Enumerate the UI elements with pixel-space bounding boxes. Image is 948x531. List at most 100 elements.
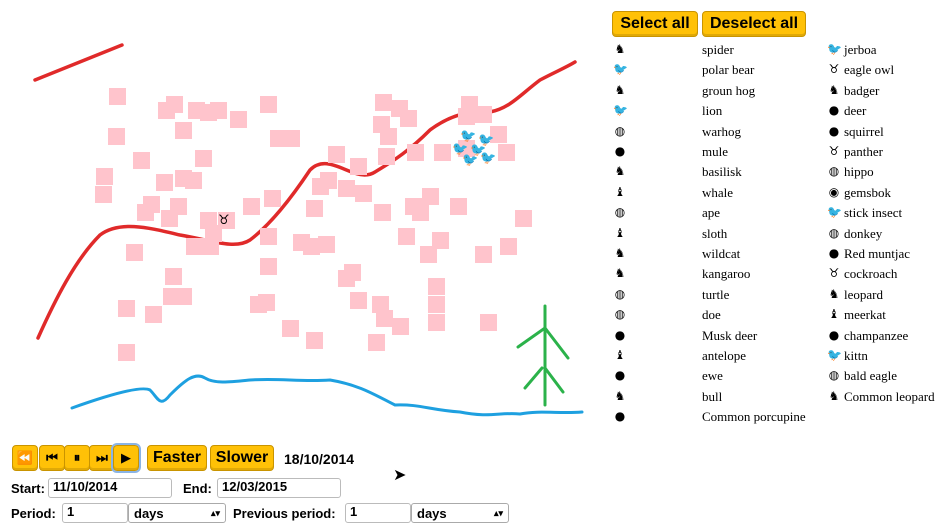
legend-item-legend_right[interactable]: panther [844,144,883,159]
map-tile[interactable] [143,196,160,213]
map-tile[interactable] [145,306,162,323]
step-back-button[interactable]: ⏮ [39,445,65,471]
map-tile[interactable] [118,300,135,317]
map-tile[interactable] [338,180,355,197]
map-tile[interactable] [260,96,277,113]
map-tile[interactable] [218,212,235,229]
legend-item-legend_left[interactable]: turtle [702,286,730,302]
map-tile[interactable] [420,246,437,263]
map-tile[interactable] [428,314,445,331]
animal-marker-bird-icon[interactable]: 🐦 [462,153,478,168]
map-tile[interactable] [205,225,222,242]
legend-item-legend_right[interactable]: donkey [844,225,883,241]
slower-button[interactable]: Slower [210,445,274,471]
map-tile[interactable] [126,244,143,261]
map-tile[interactable] [175,288,192,305]
map-tile[interactable] [500,238,517,255]
map-tile[interactable] [400,110,417,127]
legend-item-legend_right[interactable]: champanzee [844,327,909,343]
legend-item-legend_right[interactable]: stick insect [844,205,903,221]
map-tile[interactable] [480,314,497,331]
legend-item-legend_right[interactable]: Common leopard [844,388,935,404]
map-tile[interactable] [344,264,361,281]
legend-item-legend_left[interactable]: spider [702,42,734,57]
map-tile[interactable] [264,190,281,207]
map-tile[interactable] [270,130,287,147]
legend-item-legend_left[interactable]: mule [702,144,728,159]
legend-item-legend_right[interactable]: kittn [844,348,868,363]
legend-item-legend_left[interactable]: Common porcupine [702,409,806,425]
map-tile[interactable] [380,128,397,145]
map-tile[interactable] [498,144,515,161]
map-tile[interactable] [475,106,492,123]
map-tile[interactable] [195,150,212,167]
map-tile[interactable] [375,94,392,111]
legend-item-legend_left[interactable]: bull [702,388,723,404]
map-tile[interactable] [458,108,475,125]
legend-item-legend_right[interactable]: jerboa [844,42,877,57]
legend-item-legend_right[interactable]: meerkat [844,307,886,323]
period-unit-select[interactable]: days ▴▾ [128,503,226,523]
map-tile[interactable] [230,111,247,128]
map-tile[interactable] [133,152,150,169]
legend-item-legend_left[interactable]: ape [702,205,721,221]
legend-item-legend_right[interactable]: badger [844,82,880,98]
map-tile[interactable] [258,294,275,311]
map-tile[interactable] [186,238,203,255]
animal-marker-bird-icon[interactable]: 🐦 [460,129,476,144]
legend-item-legend_left[interactable]: groun hog [702,82,756,98]
legend-item-legend_left[interactable]: whale [702,184,734,200]
map-tile[interactable] [282,320,299,337]
map-tile[interactable] [407,144,424,161]
map-tile[interactable] [303,238,320,255]
legend-item-legend_left[interactable]: lion [702,103,723,119]
map-tile[interactable] [422,188,439,205]
legend-item-legend_left[interactable]: basilisk [702,164,742,180]
map-tile[interactable] [515,210,532,227]
map-tile[interactable] [368,334,385,351]
map-tile[interactable] [185,172,202,189]
map-tile[interactable] [210,102,227,119]
legend-item-legend_right[interactable]: eagle owl [844,62,895,78]
map-tile[interactable] [475,246,492,263]
legend-item-legend_right[interactable]: Red muntjac [844,246,911,261]
map-tile[interactable] [432,232,449,249]
map-tile[interactable] [175,122,192,139]
map-tile[interactable] [108,128,125,145]
map-tile[interactable] [202,238,219,255]
legend-item-legend_right[interactable]: deer [844,103,867,119]
map-tile[interactable] [306,200,323,217]
legend-item-legend_left[interactable]: sloth [702,225,728,241]
map-tile[interactable] [312,178,329,195]
map-tile[interactable] [161,210,178,227]
legend-item-legend_right[interactable]: hippo [844,164,874,180]
legend-item-legend_right[interactable]: cockroach [844,266,898,282]
animal-marker-bird-icon[interactable]: 🐦 [470,143,486,158]
legend-item-legend_left[interactable]: doe [702,307,721,323]
map-tile[interactable] [398,228,415,245]
legend-item-legend_right[interactable]: bald eagle [844,368,898,384]
play-button[interactable]: ▶ [111,443,141,473]
rewind-button[interactable]: ⏪ [12,445,38,471]
map-tile[interactable] [318,236,335,253]
animal-marker-bird-icon[interactable]: 🐦 [480,151,496,166]
map-tile[interactable] [165,268,182,285]
animal-marker-bird-icon[interactable]: 🐦 [478,133,494,148]
map-canvas[interactable]: ♉ 🐦 🐦 🐦 🐦 🐦 🐦 [0,0,600,440]
previous-period-input[interactable]: 1 [345,503,411,523]
map-tile[interactable] [96,168,113,185]
legend-item-legend_left[interactable]: antelope [702,348,747,363]
map-tile[interactable] [378,148,395,165]
legend-item-legend_left[interactable]: Musk deer [702,327,758,343]
animal-marker-cow-icon[interactable]: ♉ [218,213,230,228]
legend-item-legend_left[interactable]: kangaroo [702,266,751,282]
map-tile[interactable] [355,185,372,202]
map-tile[interactable] [260,258,277,275]
legend-item-legend_left[interactable]: polar bear [702,62,755,78]
map-tile[interactable] [118,344,135,361]
map-tile[interactable] [109,88,126,105]
map-tile[interactable] [350,292,367,309]
map-tile[interactable] [283,130,300,147]
pause-button[interactable]: ⏸ [64,445,90,471]
previous-period-unit-select[interactable]: days ▴▾ [411,503,509,523]
